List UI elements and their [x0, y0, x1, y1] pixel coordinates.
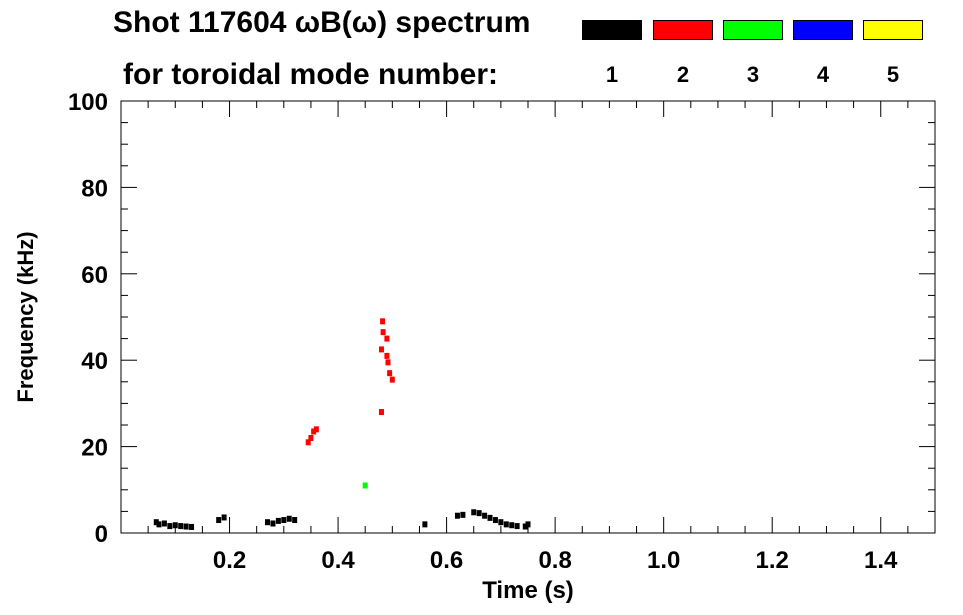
spectrum-point-mode-3 — [362, 482, 368, 489]
legend-swatch-4 — [793, 20, 853, 40]
x-tick-label: 1.2 — [756, 547, 789, 574]
spectrum-point-mode-2 — [384, 352, 390, 359]
spectrum-point-mode-2 — [384, 335, 390, 342]
spectrum-point-mode-1 — [476, 510, 482, 517]
spectrum-point-mode-1 — [275, 517, 281, 524]
spectrum-point-mode-1 — [509, 522, 515, 529]
spectrum-point-mode-1 — [265, 519, 271, 526]
spectrum-point-mode-1 — [422, 521, 428, 528]
x-tick-label: 1.4 — [864, 547, 898, 574]
spectrum-point-mode-1 — [172, 522, 178, 529]
spectrum-point-mode-2 — [380, 329, 386, 336]
spectrum-point-mode-1 — [487, 514, 493, 521]
spectrum-point-mode-1 — [514, 523, 520, 530]
spectrum-point-mode-1 — [525, 521, 531, 528]
spectrum-point-mode-1 — [281, 517, 287, 524]
x-tick-label: 0.4 — [321, 547, 355, 574]
legend-label-1: 1 — [605, 62, 619, 87]
spectrum-point-mode-1 — [471, 509, 477, 516]
spectrum-point-mode-1 — [454, 512, 460, 519]
spectrum-point-mode-2 — [308, 434, 314, 441]
y-tick-label: 0 — [95, 521, 108, 548]
spectrum-point-mode-1 — [161, 520, 167, 527]
y-tick-label: 80 — [81, 175, 108, 202]
spectrum-point-mode-2 — [380, 318, 386, 325]
spectrum-point-mode-1 — [503, 521, 509, 528]
spectrum-point-mode-1 — [292, 517, 298, 524]
x-tick-label: 0.6 — [430, 547, 463, 574]
x-tick-label: 0.8 — [538, 547, 571, 574]
legend-label-5: 5 — [886, 62, 900, 87]
spectrum-point-mode-1 — [189, 523, 195, 530]
x-tick-label: 1.0 — [647, 547, 680, 574]
spectrum-point-mode-1 — [178, 523, 184, 530]
spectrum-point-mode-1 — [286, 515, 292, 522]
x-axis-label: Time (s) — [482, 577, 574, 604]
y-tick-label: 100 — [68, 89, 108, 116]
spectrum-point-mode-2 — [389, 376, 395, 383]
spectrum-point-mode-1 — [183, 523, 189, 530]
legend-label-3: 3 — [746, 62, 760, 87]
legend-swatch-1 — [582, 20, 642, 40]
spectrum-point-mode-1 — [156, 521, 162, 528]
spectrum-point-mode-2 — [305, 439, 311, 446]
legend-label-2: 2 — [676, 62, 690, 87]
spectrum-point-mode-1 — [492, 517, 498, 524]
legend-swatch-5 — [863, 20, 923, 40]
spectrum-point-mode-1 — [221, 514, 227, 521]
y-tick-label: 40 — [81, 348, 108, 375]
plot-frame — [120, 100, 936, 534]
y-axis-label: Frequency (kHz) — [13, 231, 38, 402]
spectrum-point-mode-2 — [313, 426, 319, 433]
legend-caption: for toroidal mode number: — [123, 58, 498, 91]
y-tick-label: 60 — [81, 262, 108, 289]
spectrum-point-mode-2 — [378, 409, 384, 416]
spectrum-point-mode-2 — [378, 346, 384, 353]
chart-title: Shot 117604 ωB(ω) spectrum — [113, 6, 531, 39]
spectrum-point-mode-1 — [270, 520, 276, 527]
spectrum-point-mode-1 — [460, 511, 466, 518]
spectrum-point-mode-1 — [167, 523, 173, 530]
spectrum-point-mode-1 — [482, 512, 488, 519]
spectrum-point-mode-1 — [216, 517, 222, 524]
legend-swatch-3 — [723, 20, 783, 40]
x-tick-label: 0.2 — [213, 547, 246, 574]
legend-swatch-2 — [653, 20, 713, 40]
spectrum-point-mode-1 — [498, 519, 504, 526]
spectrum-point-mode-2 — [311, 428, 317, 435]
legend-label-4: 4 — [816, 62, 830, 87]
spectrum-point-mode-1 — [153, 519, 159, 526]
spectrum-point-mode-2 — [385, 359, 391, 366]
spectrum-point-mode-1 — [522, 523, 528, 530]
y-tick-label: 20 — [81, 435, 108, 462]
spectrum-point-mode-2 — [387, 370, 393, 377]
